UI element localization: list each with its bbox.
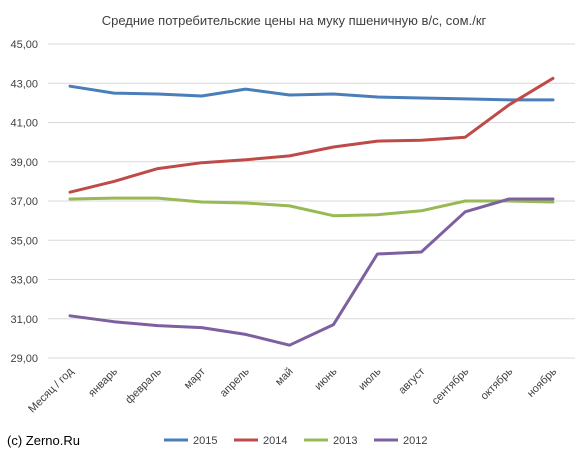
y-tick-label: 31,00 [10, 314, 38, 326]
legend-label: 2012 [403, 435, 427, 447]
x-tick-label: август [396, 366, 427, 397]
series-line-2014 [68, 76, 555, 194]
x-tick-label: Месяц / год [26, 365, 76, 415]
x-tick-label: март [182, 366, 208, 392]
x-axis-tick-labels: Месяц / год январь февраль март апрель май июн… [26, 365, 559, 415]
y-tick-label: 45,00 [10, 39, 38, 51]
y-tick-label: 43,00 [10, 78, 38, 90]
legend: 2015 2014 2013 2012 [164, 435, 427, 447]
legend-label: 2015 [193, 435, 217, 447]
y-tick-label: 39,00 [10, 157, 38, 169]
y-tick-label: 35,00 [10, 235, 38, 247]
x-tick-label: ноябрь [525, 365, 559, 399]
legend-label: 2014 [263, 435, 287, 447]
y-tick-label: 33,00 [10, 275, 38, 287]
legend-label: 2013 [333, 435, 357, 447]
series-line-2015 [68, 84, 555, 102]
series-line-2013 [68, 196, 555, 218]
y-axis-tick-labels: 29,00 31,00 33,00 35,00 37,00 39,00 41,00 43,00… [10, 39, 38, 365]
grid-lines [48, 43, 575, 359]
y-tick-label: 29,00 [10, 353, 38, 365]
chart-title: Средние потребительские цены на муку пше… [102, 13, 487, 28]
copyright-credit: (c) Zerno.Ru [7, 433, 80, 448]
series-lines [68, 76, 555, 347]
x-tick-label: январь [86, 365, 120, 399]
y-tick-label: 37,00 [10, 196, 38, 208]
x-tick-label: июнь [313, 365, 340, 392]
x-tick-label: май [273, 366, 296, 389]
x-tick-label: февраль [123, 365, 164, 406]
y-tick-label: 41,00 [10, 118, 38, 130]
series-line-2012 [68, 197, 555, 347]
x-tick-label: октябрь [478, 365, 515, 402]
x-tick-label: апрель [218, 365, 252, 399]
x-tick-label: июль [356, 365, 383, 392]
x-tick-label: сентябрь [430, 365, 472, 407]
